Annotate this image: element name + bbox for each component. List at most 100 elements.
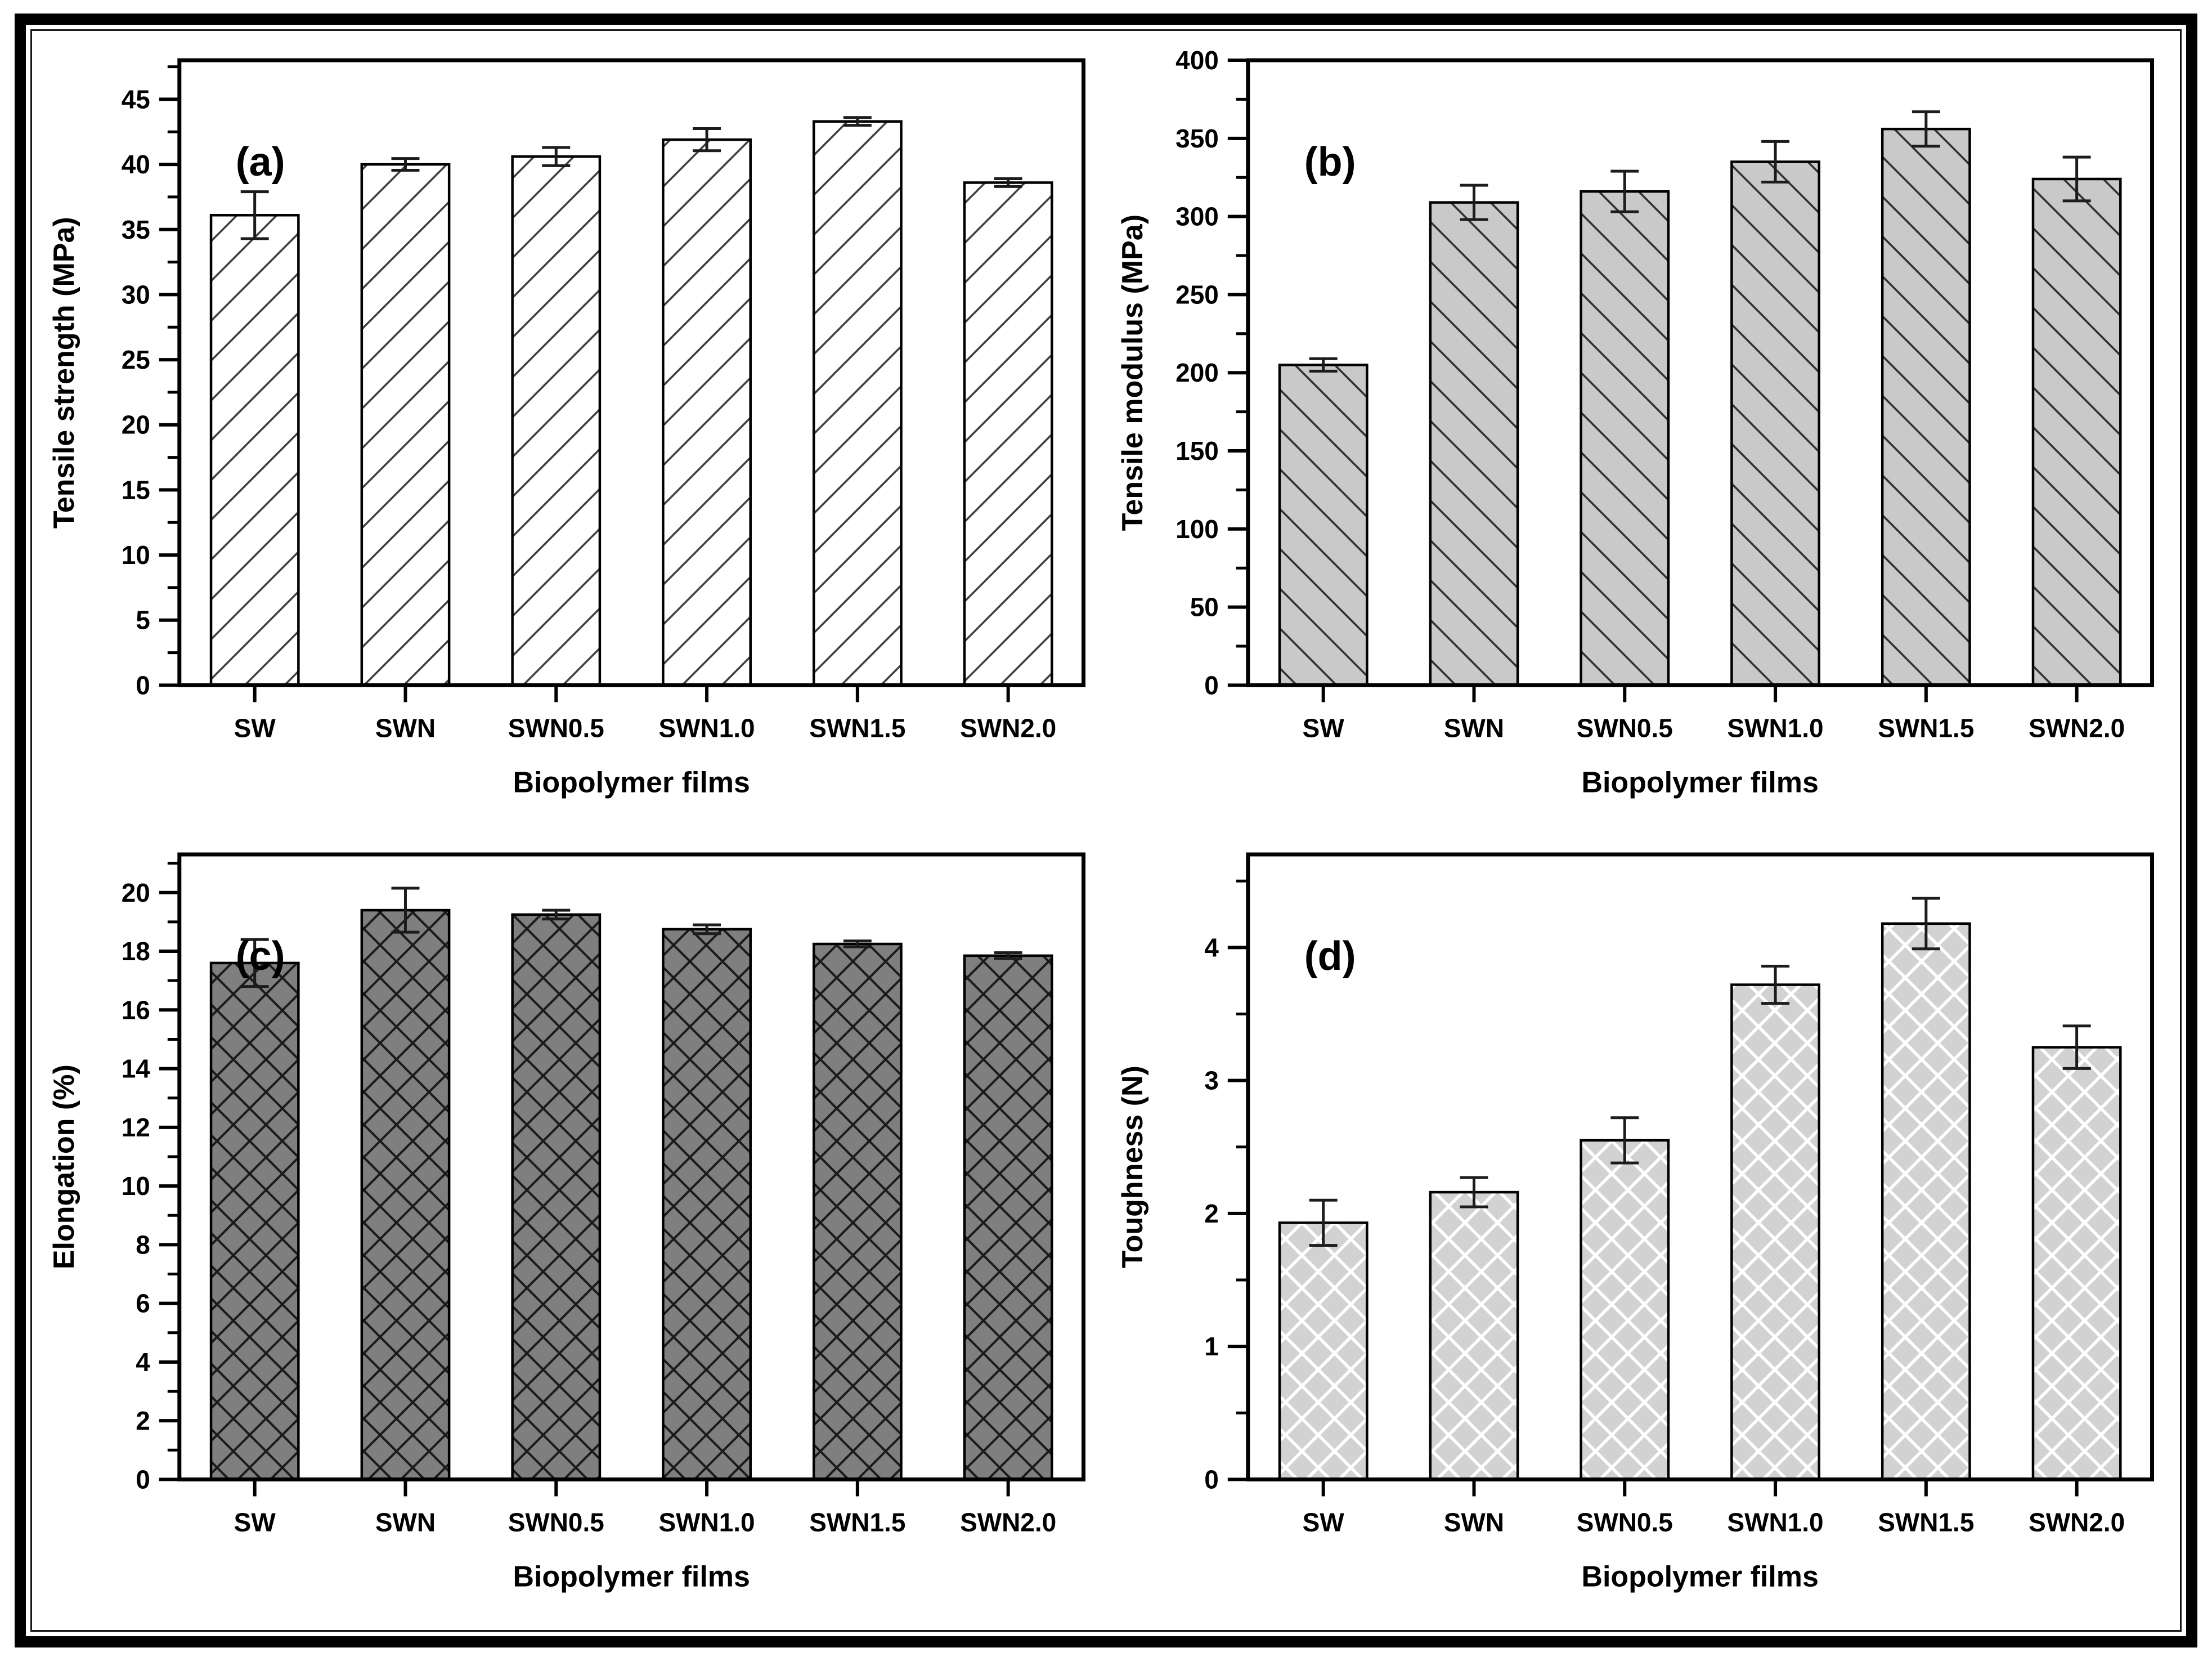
x-tick-label: SWN1.5: [809, 713, 905, 742]
y-axis-label: Elongation (%): [48, 1064, 80, 1269]
bar-SWN0.5: [511, 155, 602, 687]
plot-frame: [177, 852, 1086, 1481]
figure-grid: 0 5 10 15 20 25 30 35 40 45 SW SWN SWN0.5 SWN1.0 SWN1.…: [38, 37, 2174, 1624]
y-tick-label: 20: [122, 410, 150, 440]
panel-letter: (a): [236, 140, 285, 185]
bar-SWN: [1429, 201, 1519, 687]
x-tick-label: SW: [1302, 713, 1344, 742]
bar-SW: [209, 214, 300, 687]
x-tick-label: SWN0.5: [1576, 713, 1672, 742]
bar-SWN1.0: [662, 928, 752, 1481]
bar-SW: [209, 961, 300, 1481]
x-tick-label: SWN0.5: [508, 713, 604, 742]
y-tick-label: 25: [122, 345, 150, 374]
y-tick-label: 300: [1175, 202, 1219, 231]
y-tick-label: 200: [1175, 358, 1219, 387]
x-axis-label: Biopolymer films: [1581, 1560, 1818, 1593]
plot-frame: [1245, 58, 2154, 687]
y-tick-label: 150: [1175, 436, 1219, 465]
panel-a-chart: 0 5 10 15 20 25 30 35 40 45 SW SWN SWN0.5 SWN1.0 SWN1.…: [48, 58, 1086, 799]
panel-letter: (b): [1304, 140, 1356, 185]
x-axis-label: Biopolymer films: [513, 766, 750, 799]
x-tick-label: SW: [234, 1507, 276, 1537]
bar-SWN1.5: [1881, 922, 1971, 1481]
plot-frame: [1245, 852, 2154, 1481]
panel-c-chart: 0 2 4 6 8 10 12 14 16 18 20 SW SWN SWN0.5 SWN1.0 SWN1.5…: [48, 852, 1086, 1593]
x-axis-label: Biopolymer films: [513, 1560, 750, 1593]
figure-outer-border: 0 5 10 15 20 25 30 35 40 45 SW SWN SWN0.5 SWN1.0 SWN1.…: [15, 14, 2197, 1647]
y-axis-label: Tensile modulus (MPa): [1116, 214, 1148, 531]
bar-SWN: [1429, 1190, 1519, 1481]
bar-SWN1.0: [1730, 983, 1820, 1481]
bar-SWN1.0: [662, 138, 752, 687]
bar-SWN2.0: [2031, 177, 2122, 687]
x-tick-label: SWN0.5: [508, 1507, 604, 1537]
x-tick-label: SWN2.0: [960, 713, 1056, 742]
panel-d: 0 1 2 3 4 SW SWN SWN0.5 SWN1.0 SWN1.5 SWN2.0 Biopol…: [1106, 830, 2174, 1624]
bar-SWN0.5: [511, 913, 602, 1481]
y-tick-label: 250: [1175, 280, 1219, 309]
panel-b: 0 50 100 150 200 250 300 350 400 SW SWN SWN0.5 SWN1.…: [1106, 37, 2174, 831]
y-tick-label: 0: [136, 670, 150, 700]
y-tick-label: 4: [1204, 933, 1219, 962]
x-tick-label: SWN1.0: [1727, 713, 1823, 742]
bar-SWN0.5: [1579, 1139, 1670, 1481]
x-tick-label: SWN1.0: [1727, 1507, 1823, 1537]
x-tick-label: SWN: [375, 713, 436, 742]
panel-c: 0 2 4 6 8 10 12 14 16 18 20 SW SWN SWN0.5 SWN1.0 SWN1.5…: [38, 830, 1106, 1624]
x-tick-label: SWN1.0: [659, 713, 755, 742]
y-tick-label: 0: [136, 1465, 150, 1494]
panel-b-chart: 0 50 100 150 200 250 300 350 400 SW SWN SWN0.5 SWN1.…: [1116, 46, 2154, 799]
x-tick-label: SWN1.5: [1878, 1507, 1974, 1537]
bar-SWN2.0: [963, 181, 1053, 687]
panel-letter: (c): [236, 934, 285, 979]
y-tick-label: 5: [136, 606, 150, 635]
y-tick-label: 3: [1204, 1065, 1219, 1095]
x-tick-label: SWN2.0: [960, 1507, 1056, 1537]
panel-d-chart: 0 1 2 3 4 SW SWN SWN0.5 SWN1.0 SWN1.5 SWN2.0 Biopol…: [1116, 852, 2154, 1593]
x-tick-label: SW: [234, 713, 276, 742]
x-tick-label: SWN1.0: [659, 1507, 755, 1537]
x-axis-label: Biopolymer films: [1581, 766, 1818, 799]
bar-SWN1.5: [812, 942, 903, 1481]
x-tick-label: SWN1.5: [809, 1507, 905, 1537]
y-tick-label: 10: [122, 1171, 150, 1201]
x-tick-label: SWN1.5: [1878, 713, 1974, 742]
x-tick-label: SWN: [1443, 713, 1504, 742]
y-tick-label: 20: [122, 877, 150, 907]
y-tick-label: 14: [122, 1054, 151, 1083]
x-tick-label: SWN: [375, 1507, 436, 1537]
x-tick-label: SW: [1302, 1507, 1344, 1537]
bar-SWN: [360, 163, 451, 687]
x-tick-label: SWN: [1443, 1507, 1504, 1537]
y-tick-label: 0: [1204, 1465, 1219, 1494]
y-tick-label: 30: [122, 280, 150, 309]
x-tick-label: SWN2.0: [2029, 1507, 2125, 1537]
bar-SWN2.0: [2031, 1045, 2122, 1481]
y-tick-label: 100: [1175, 514, 1219, 544]
y-tick-label: 1: [1204, 1332, 1219, 1361]
y-axis-label: Tensile strength (MPa): [48, 217, 80, 529]
y-tick-label: 8: [136, 1230, 150, 1259]
y-tick-label: 45: [122, 84, 150, 114]
y-tick-label: 50: [1190, 593, 1218, 622]
y-tick-label: 400: [1175, 46, 1219, 75]
y-tick-label: 350: [1175, 124, 1219, 153]
y-tick-label: 6: [136, 1288, 150, 1318]
y-tick-label: 35: [122, 215, 150, 244]
figure-inner-border: 0 5 10 15 20 25 30 35 40 45 SW SWN SWN0.5 SWN1.0 SWN1.…: [30, 29, 2182, 1632]
y-tick-label: 18: [122, 937, 150, 966]
bar-SWN1.0: [1730, 160, 1820, 687]
y-tick-label: 0: [1204, 670, 1219, 700]
y-tick-label: 10: [122, 540, 150, 570]
x-tick-label: SWN0.5: [1576, 1507, 1672, 1537]
bar-SW: [1278, 1221, 1369, 1481]
panel-letter: (d): [1304, 934, 1356, 979]
y-axis-label: Toughness (N): [1116, 1065, 1148, 1268]
plot-frame: [177, 58, 1086, 687]
y-tick-label: 2: [1204, 1198, 1219, 1228]
y-tick-label: 2: [136, 1406, 150, 1435]
panel-a: 0 5 10 15 20 25 30 35 40 45 SW SWN SWN0.5 SWN1.0 SWN1.…: [38, 37, 1106, 831]
y-tick-label: 15: [122, 475, 150, 504]
